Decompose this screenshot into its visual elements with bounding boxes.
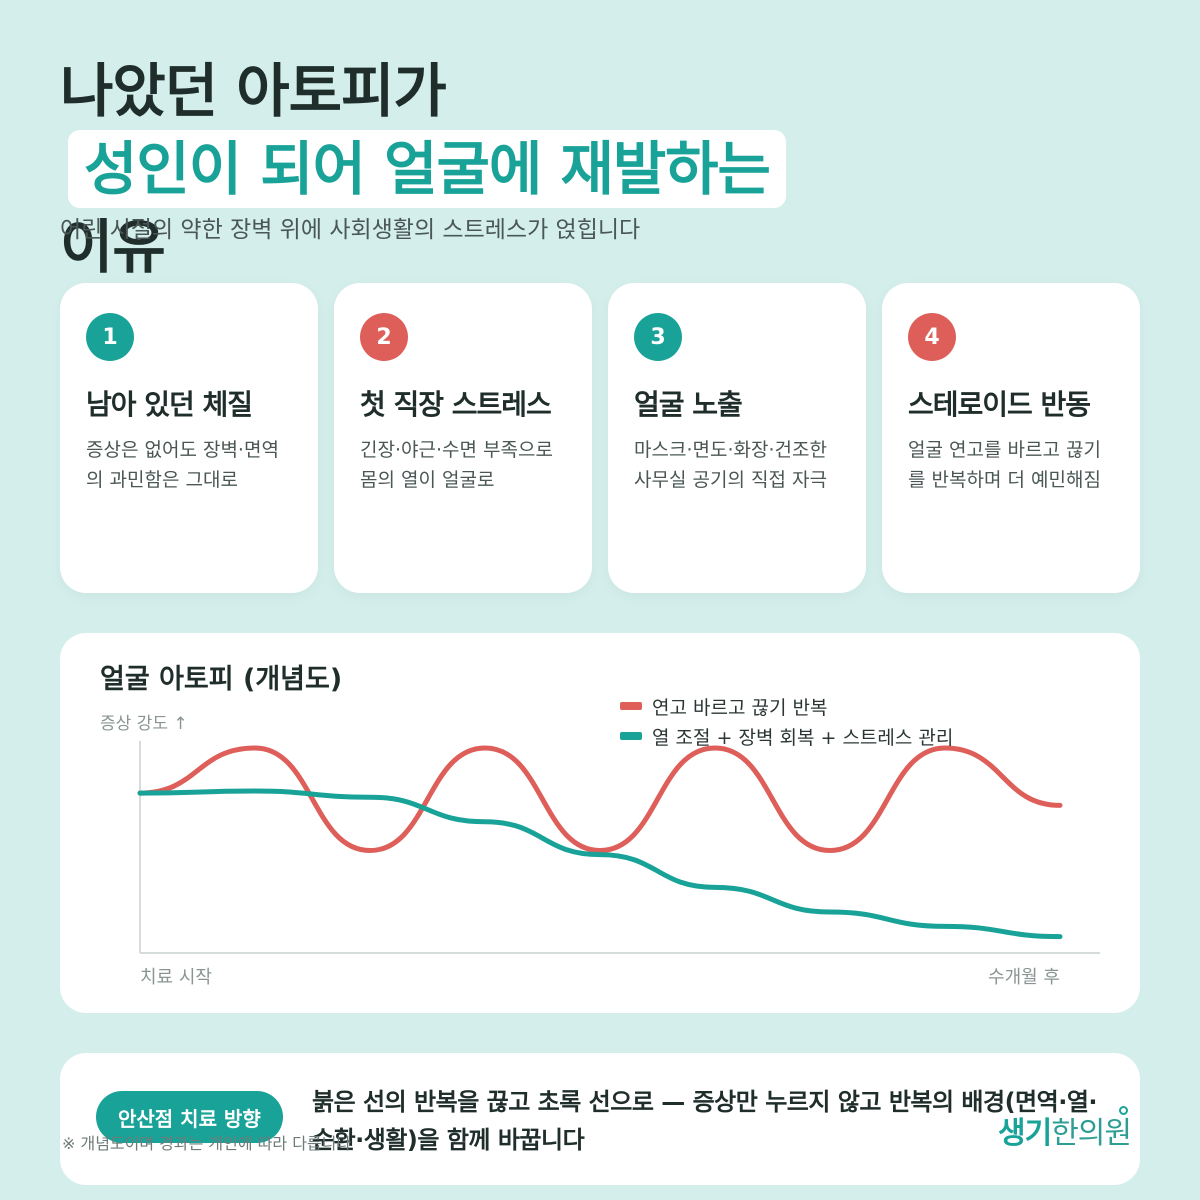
series-line-steroid-cycle [137,745,1063,854]
x-tick-label-end: 수개월 후 [988,967,1060,988]
card-title: 첫 직장 스트레스 [360,388,552,421]
title-part2: 이유 [60,213,166,281]
card-title: 남아 있던 체질 [86,388,253,421]
concept-chart [137,741,1100,954]
card-body: 마스크·면도·화장·건조한 사무실 공기의 직접 자극 [634,439,827,491]
page-subtitle: 어린 시절의 약한 장벽 위에 사회생활의 스트레스가 얹힙니다 [60,217,641,243]
concept-chart-card: 얼굴 아토피 (개념도) 증상 강도 ↑ 연고 바르고 끊기 반복 열 조절 +… [60,633,1140,1013]
logo-dot-icon [1119,1106,1128,1115]
card-number-badge: 2 [360,313,408,361]
card-body: 증상은 없어도 장벽·면역의 과민함은 그대로 [86,439,279,491]
cause-card-3: 3 얼굴 노출 마스크·면도·화장·건조한 사무실 공기의 직접 자극 [608,283,866,593]
chart-title: 얼굴 아토피 (개념도) [100,664,343,695]
card-body: 긴장·야근·수면 부족으로 몸의 열이 얼굴로 [360,439,553,491]
x-tick-label-start: 치료 시작 [140,967,212,988]
card-number-badge: 3 [634,313,682,361]
clinic-logo: 생기한의원 [998,1108,1132,1152]
cause-card-1: 1 남아 있던 체질 증상은 없어도 장벽·면역의 과민함은 그대로 [60,283,318,593]
card-title: 얼굴 노출 [634,388,743,421]
card-number-badge: 1 [86,313,134,361]
series-line-holistic-care [137,788,1063,940]
treatment-direction-card: 안산점 치료 방향 붉은 선의 반복을 끊고 초록 선으로 — 증상만 누르지 … [60,1053,1140,1185]
disclaimer-footnote: ※ 개념도이며 경과는 개인에 따라 다릅니다 [62,1134,352,1153]
treatment-direction-badge: 안산점 치료 방향 [96,1091,283,1143]
cause-card-4: 4 스테로이드 반동 얼굴 연고를 바르고 끊기를 반복하며 더 예민해짐 [882,283,1140,593]
legend-label: 연고 바르고 끊기 반복 [652,696,828,719]
treatment-direction-text: 붉은 선의 반복을 끊고 초록 선으로 — 증상만 누르지 않고 반복의 배경(… [312,1088,1098,1154]
logo-part-b: 한의원 [1051,1116,1132,1151]
legend-item-green: 열 조절 + 장벽 회복 + 스트레스 관리 [620,721,953,751]
card-body: 얼굴 연고를 바르고 끊기를 반복하며 더 예민해짐 [908,439,1101,491]
title-part1: 나았던 아토피가 [60,57,447,125]
cause-card-2: 2 첫 직장 스트레스 긴장·야근·수면 부족으로 몸의 열이 얼굴로 [334,283,592,593]
legend-item-red: 연고 바르고 끊기 반복 [620,691,953,721]
logo-part-a: 생기 [998,1116,1052,1151]
page-title: 나았던 아토피가성인이 되어 얼굴에 재발하는 이유 [60,52,1150,286]
chart-legend: 연고 바르고 끊기 반복 열 조절 + 장벽 회복 + 스트레스 관리 [620,691,953,751]
chart-y-label: 증상 강도 ↑ [100,714,188,734]
card-number-badge: 4 [908,313,956,361]
legend-label: 열 조절 + 장벽 회복 + 스트레스 관리 [652,726,954,749]
title-highlight: 성인이 되어 얼굴에 재발하는 [68,130,786,208]
card-title: 스테로이드 반동 [908,388,1091,421]
legend-swatch-green [620,732,642,740]
cause-cards: 1 남아 있던 체질 증상은 없어도 장벽·면역의 과민함은 그대로 2 첫 직… [60,283,1140,593]
legend-swatch-red [620,702,642,710]
